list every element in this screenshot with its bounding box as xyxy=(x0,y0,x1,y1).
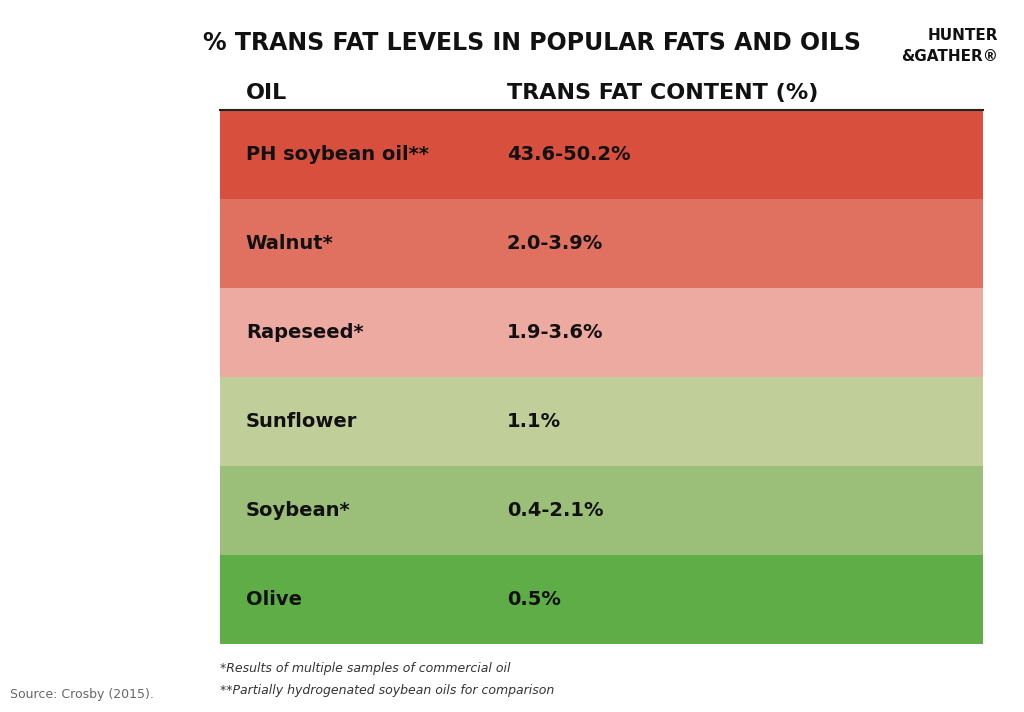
Text: 1.9-3.6%: 1.9-3.6% xyxy=(507,323,603,342)
Text: OIL: OIL xyxy=(246,83,287,103)
Text: 2.0-3.9%: 2.0-3.9% xyxy=(507,234,603,253)
Text: *Results of multiple samples of commercial oil: *Results of multiple samples of commerci… xyxy=(220,662,511,675)
Text: 43.6-50.2%: 43.6-50.2% xyxy=(507,145,631,164)
Text: Rapeseed*: Rapeseed* xyxy=(246,323,364,342)
Text: **Partially hydrogenated soybean oils for comparison: **Partially hydrogenated soybean oils fo… xyxy=(220,684,554,696)
Text: TRANS FAT CONTENT (%): TRANS FAT CONTENT (%) xyxy=(507,83,818,103)
Text: Source: Crosby (2015).: Source: Crosby (2015). xyxy=(10,689,155,701)
FancyBboxPatch shape xyxy=(220,555,983,644)
FancyBboxPatch shape xyxy=(220,288,983,377)
FancyBboxPatch shape xyxy=(220,110,983,199)
Text: Olive: Olive xyxy=(246,590,302,609)
Text: Soybean*: Soybean* xyxy=(246,501,350,520)
Text: Sunflower: Sunflower xyxy=(246,412,357,431)
Text: % TRANS FAT LEVELS IN POPULAR FATS AND OILS: % TRANS FAT LEVELS IN POPULAR FATS AND O… xyxy=(204,31,861,55)
Text: &GATHER®: &GATHER® xyxy=(901,49,998,65)
FancyBboxPatch shape xyxy=(220,466,983,555)
Text: 0.4-2.1%: 0.4-2.1% xyxy=(507,501,603,520)
Text: 0.5%: 0.5% xyxy=(507,590,561,609)
Text: 1.1%: 1.1% xyxy=(507,412,561,431)
FancyBboxPatch shape xyxy=(220,199,983,288)
Text: HUNTER: HUNTER xyxy=(928,28,998,43)
Text: Walnut*: Walnut* xyxy=(246,234,334,253)
FancyBboxPatch shape xyxy=(220,377,983,466)
Text: PH soybean oil**: PH soybean oil** xyxy=(246,145,429,164)
